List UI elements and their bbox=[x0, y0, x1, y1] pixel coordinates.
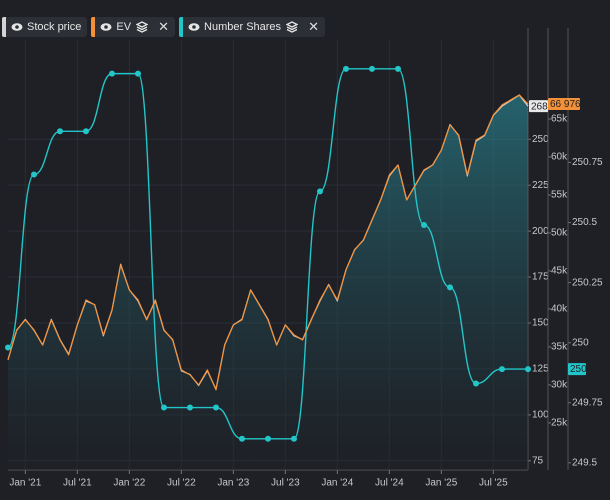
legend-item[interactable]: Stock price bbox=[2, 17, 88, 37]
price-badge-label: 66 976 bbox=[550, 99, 581, 110]
y-tick-label: 150 bbox=[532, 318, 549, 329]
x-tick-label: Jan '23 bbox=[217, 478, 249, 489]
marker bbox=[213, 404, 219, 411]
y2-tick-label: 40k bbox=[551, 304, 568, 315]
legend-swatch bbox=[2, 17, 6, 37]
marker bbox=[369, 65, 375, 72]
marker bbox=[5, 344, 11, 351]
price-badge bbox=[529, 100, 548, 113]
y-tick-label: 225 bbox=[532, 180, 549, 191]
line bbox=[7, 94, 529, 391]
legend-item[interactable]: EV ✕ bbox=[91, 17, 176, 37]
legend-label: Stock price bbox=[27, 21, 82, 33]
marker bbox=[447, 284, 453, 291]
y2-tick-label: 25k bbox=[551, 418, 568, 429]
marker bbox=[31, 171, 37, 178]
area bbox=[8, 95, 528, 470]
y3-tick-label: 250.5 bbox=[572, 217, 597, 228]
legend: Stock price EV ✕ Number Shares ✕ bbox=[2, 17, 325, 37]
price-badge-label: 250 bbox=[570, 364, 587, 375]
close-icon[interactable]: ✕ bbox=[158, 19, 170, 34]
price-badge bbox=[548, 97, 580, 110]
x-tick-label: Jul '22 bbox=[167, 478, 196, 489]
eye-icon[interactable] bbox=[11, 22, 23, 32]
y-tick-label: 125 bbox=[532, 364, 549, 375]
y-tick-label: 100 bbox=[532, 410, 549, 421]
legend-label: Number Shares bbox=[204, 21, 282, 33]
y-tick-label: 75 bbox=[532, 455, 544, 466]
marker bbox=[525, 366, 531, 373]
eye-icon[interactable] bbox=[188, 22, 200, 32]
marker bbox=[57, 128, 63, 135]
y3-tick-label: 250.25 bbox=[572, 277, 603, 288]
price-badge-label: 268 bbox=[531, 101, 548, 112]
x-tick-label: Jan '25 bbox=[425, 478, 457, 489]
layers-icon[interactable] bbox=[136, 21, 149, 33]
marker bbox=[473, 380, 479, 387]
x-tick-label: Jul '23 bbox=[271, 478, 300, 489]
y-tick-label: 175 bbox=[532, 272, 549, 283]
marker bbox=[239, 435, 245, 442]
y2-tick-label: 30k bbox=[551, 380, 568, 391]
y3-tick-label: 249.5 bbox=[572, 457, 597, 468]
y-tick-label: 250 bbox=[532, 134, 549, 145]
y2-tick-label: 60k bbox=[551, 152, 568, 163]
legend-label: EV bbox=[116, 21, 132, 33]
y2-tick-label: 50k bbox=[551, 228, 568, 239]
marker bbox=[265, 435, 271, 442]
marker bbox=[291, 435, 297, 442]
legend-swatch bbox=[91, 17, 96, 37]
y3-tick-label: 250.75 bbox=[572, 157, 603, 168]
x-tick-label: Jan '22 bbox=[113, 478, 145, 489]
x-tick-label: Jul '21 bbox=[63, 478, 92, 489]
marker bbox=[317, 188, 323, 195]
y-tick-label: 200 bbox=[532, 226, 549, 237]
x-tick-label: Jan '24 bbox=[321, 478, 353, 489]
x-tick-label: Jan '21 bbox=[9, 478, 41, 489]
x-tick-label: Jul '24 bbox=[375, 478, 404, 489]
y3-tick-label: 249.75 bbox=[572, 397, 603, 408]
marker bbox=[187, 404, 193, 411]
eye-icon[interactable] bbox=[100, 22, 112, 32]
marker bbox=[499, 366, 505, 373]
marker bbox=[83, 128, 89, 135]
marker bbox=[395, 65, 401, 72]
close-icon[interactable]: ✕ bbox=[308, 19, 319, 34]
y2-tick-label: 55k bbox=[551, 190, 568, 201]
marker bbox=[109, 70, 115, 77]
layers-icon[interactable] bbox=[286, 21, 299, 33]
x-tick-label: Jul '25 bbox=[479, 478, 508, 489]
y3-tick-label: 250 bbox=[572, 337, 589, 348]
y2-tick-label: 35k bbox=[551, 342, 568, 353]
y2-tick-label: 65k bbox=[551, 114, 568, 125]
marker bbox=[343, 65, 349, 72]
marker bbox=[161, 404, 167, 411]
marker bbox=[421, 221, 427, 228]
marker bbox=[135, 70, 141, 77]
price-badge bbox=[568, 363, 586, 376]
line bbox=[7, 68, 528, 440]
y2-tick-label: 45k bbox=[551, 266, 568, 277]
legend-swatch bbox=[179, 17, 184, 37]
legend-item[interactable]: Number Shares ✕ bbox=[179, 17, 325, 37]
